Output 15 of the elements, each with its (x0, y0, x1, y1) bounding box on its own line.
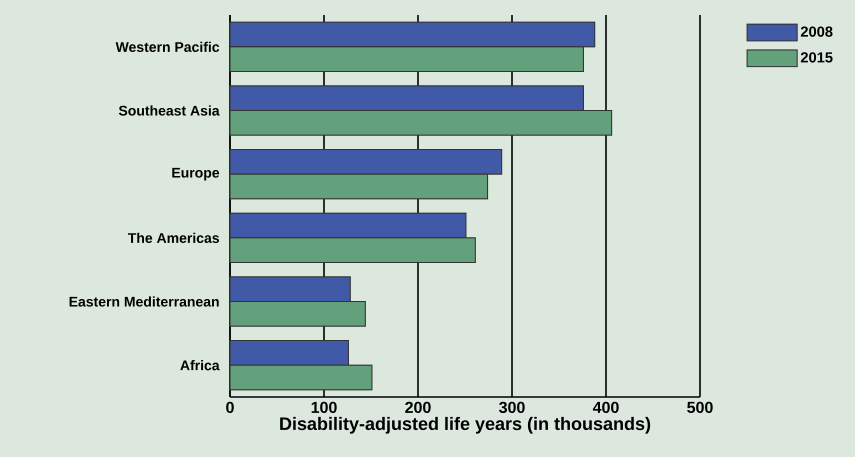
y-tick-label: Eastern Mediterranean (70, 296, 219, 307)
y-tick-label: Africa (180, 360, 220, 370)
y-tick-label: The Americas (128, 232, 220, 243)
x-tick-label: 0 (226, 402, 234, 414)
legend-label: 2015 (800, 52, 833, 63)
x-tick-label: 500 (687, 402, 713, 414)
y-tick-label: Southeast Asia (118, 105, 220, 116)
legend-label: 2008 (800, 26, 833, 37)
x-tick-label: 400 (592, 402, 619, 414)
x-axis-title: Disability-adjusted life years (in thousands) (280, 416, 650, 434)
y-tick-label: Western Pacific (116, 42, 220, 52)
x-tick-label: 100 (312, 402, 337, 414)
x-tick-label: 300 (499, 402, 525, 414)
x-tick-label: 200 (405, 402, 431, 414)
y-tick-label: Europe (172, 168, 220, 180)
